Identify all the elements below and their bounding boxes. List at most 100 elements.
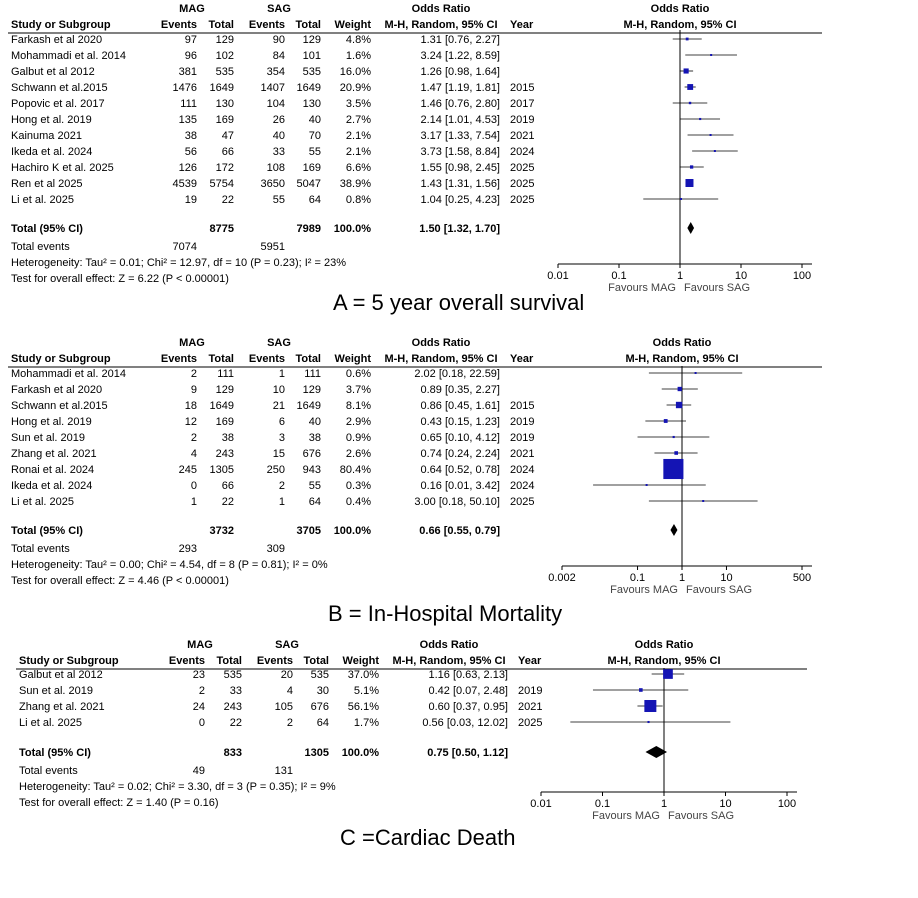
sag-total-events: 5951	[261, 241, 285, 253]
mag-group-header: MAG	[179, 3, 205, 15]
study-year: 2015	[510, 400, 534, 412]
study-odds-ratio-ci: 0.42 [0.07, 2.48]	[428, 685, 508, 697]
heterogeneity-stats: Heterogeneity: Tau² = 0.00; Chi² = 4.54,…	[11, 559, 328, 571]
mag-group-header: MAG	[187, 639, 213, 651]
mag-total: 172	[216, 162, 234, 174]
total-label: Total (95% CI)	[19, 747, 91, 759]
sag-total: 55	[309, 146, 321, 158]
mag-total: 5754	[210, 178, 234, 190]
study-weight: 2.9%	[346, 416, 371, 428]
mag-events: 126	[179, 162, 197, 174]
study-name: Hong et al. 2019	[11, 416, 92, 428]
sag-total: 101	[303, 50, 321, 62]
mag-total-events: 293	[179, 543, 197, 555]
sag-total-header: Total	[296, 353, 321, 365]
total-weight: 100.0%	[334, 525, 372, 537]
sag-events: 3650	[261, 178, 285, 190]
study-weight: 5.1%	[354, 685, 379, 697]
sag-events: 1	[279, 496, 285, 508]
mag-events: 111	[180, 98, 197, 110]
sag-group-header: SAG	[267, 3, 291, 15]
sag-total-header: Total	[304, 655, 329, 667]
study-weight: 1.6%	[346, 50, 371, 62]
mag-total: 22	[222, 194, 234, 206]
sag-total: 169	[303, 162, 321, 174]
sag-total: 535	[303, 66, 321, 78]
sag-total: 38	[309, 432, 321, 444]
total-weight: 100.0%	[334, 223, 372, 235]
total-odds-ratio-ci: 0.75 [0.50, 1.12]	[427, 747, 508, 759]
study-weight: 1.7%	[354, 717, 379, 729]
favours-mag-label: Favours MAG	[610, 584, 678, 596]
study-effect-square	[680, 198, 683, 200]
study-weight: 2.1%	[346, 146, 371, 158]
mag-total: 130	[216, 98, 234, 110]
study-odds-ratio-ci: 0.43 [0.15, 1.23]	[420, 416, 500, 428]
mag-events-header: Events	[169, 655, 205, 667]
study-weight: 3.7%	[346, 384, 371, 396]
year-header: Year	[510, 353, 534, 365]
x-axis-tick-label: 10	[719, 798, 731, 810]
study-name: Mohammadi et al. 2014	[11, 50, 126, 62]
x-axis-tick-label: 500	[793, 572, 811, 584]
weight-header: Weight	[335, 19, 372, 31]
study-odds-ratio-ci: 3.73 [1.58, 8.84]	[420, 146, 500, 158]
study-year: 2025	[510, 178, 534, 190]
sag-events: 15	[273, 448, 285, 460]
study-weight: 2.1%	[346, 130, 371, 142]
favours-sag-label: Favours SAG	[668, 810, 734, 822]
sag-total: 70	[309, 130, 321, 142]
study-effect-square	[685, 37, 689, 41]
x-axis-tick-label: 1	[679, 572, 685, 584]
study-odds-ratio-ci: 2.14 [1.01, 4.53]	[420, 114, 500, 126]
sag-total: 30	[317, 685, 329, 697]
study-name: Li et al. 2025	[11, 496, 74, 508]
total-odds-ratio-ci: 0.66 [0.55, 0.79]	[419, 525, 500, 537]
odds-ratio-column-header: Odds Ratio	[420, 639, 479, 651]
favours-sag-label: Favours SAG	[686, 584, 752, 596]
study-odds-ratio-ci: 0.56 [0.03, 12.02]	[422, 717, 508, 729]
overall-effect-test: Test for overall effect: Z = 1.40 (P = 0…	[19, 797, 219, 809]
sag-events: 108	[267, 162, 285, 174]
mag-total: 1649	[210, 82, 234, 94]
study-odds-ratio-ci: 0.86 [0.45, 1.61]	[420, 400, 500, 412]
study-name: Farkash et al 2020	[11, 384, 102, 396]
study-odds-ratio-ci: 3.24 [1.22, 8.59]	[420, 50, 500, 62]
sag-total: 676	[311, 701, 329, 713]
study-effect-square	[645, 484, 648, 486]
total-events-label: Total events	[11, 543, 70, 555]
study-effect-square	[663, 419, 668, 423]
heterogeneity-stats: Heterogeneity: Tau² = 0.02; Chi² = 3.30,…	[19, 781, 336, 793]
favours-mag-label: Favours MAG	[592, 810, 660, 822]
study-weight: 16.0%	[340, 66, 371, 78]
study-odds-ratio-ci: 1.55 [0.98, 2.45]	[420, 162, 500, 174]
plot-method-header: M-H, Random, 95% CI	[625, 353, 738, 365]
x-axis-tick-label: 10	[720, 572, 732, 584]
study-name: Galbut et al 2012	[11, 66, 95, 78]
study-name: Sun et al. 2019	[19, 685, 93, 697]
study-weight: 0.8%	[346, 194, 371, 206]
plot-method-header: M-H, Random, 95% CI	[623, 19, 736, 31]
x-axis-tick-label: 100	[793, 270, 811, 282]
mag-total: 535	[224, 669, 242, 681]
sag-events: 1407	[261, 82, 285, 94]
mag-events: 96	[185, 50, 197, 62]
mag-events-header: Events	[161, 19, 197, 31]
x-axis-tick-label: 1	[677, 270, 683, 282]
mag-total: 1305	[210, 464, 234, 476]
study-name: Schwann et al.2015	[11, 82, 108, 94]
pooled-effect-diamond	[670, 524, 678, 536]
panel-b: MAG SAG Odds Ratio Odds Ratio Study or Subgr…	[8, 337, 822, 626]
panel-caption: A = 5 year overall survival	[333, 290, 584, 315]
year-header: Year	[518, 655, 542, 667]
sag-total-n: 3705	[297, 525, 321, 537]
mag-events: 135	[179, 114, 197, 126]
sag-events: 6	[279, 416, 285, 428]
mag-total-header: Total	[209, 19, 234, 31]
mag-total-header: Total	[217, 655, 242, 667]
study-effect-square	[699, 117, 702, 121]
study-name: Ikeda et al. 2024	[11, 480, 92, 492]
study-year: 2025	[510, 162, 534, 174]
sag-events: 354	[267, 66, 285, 78]
